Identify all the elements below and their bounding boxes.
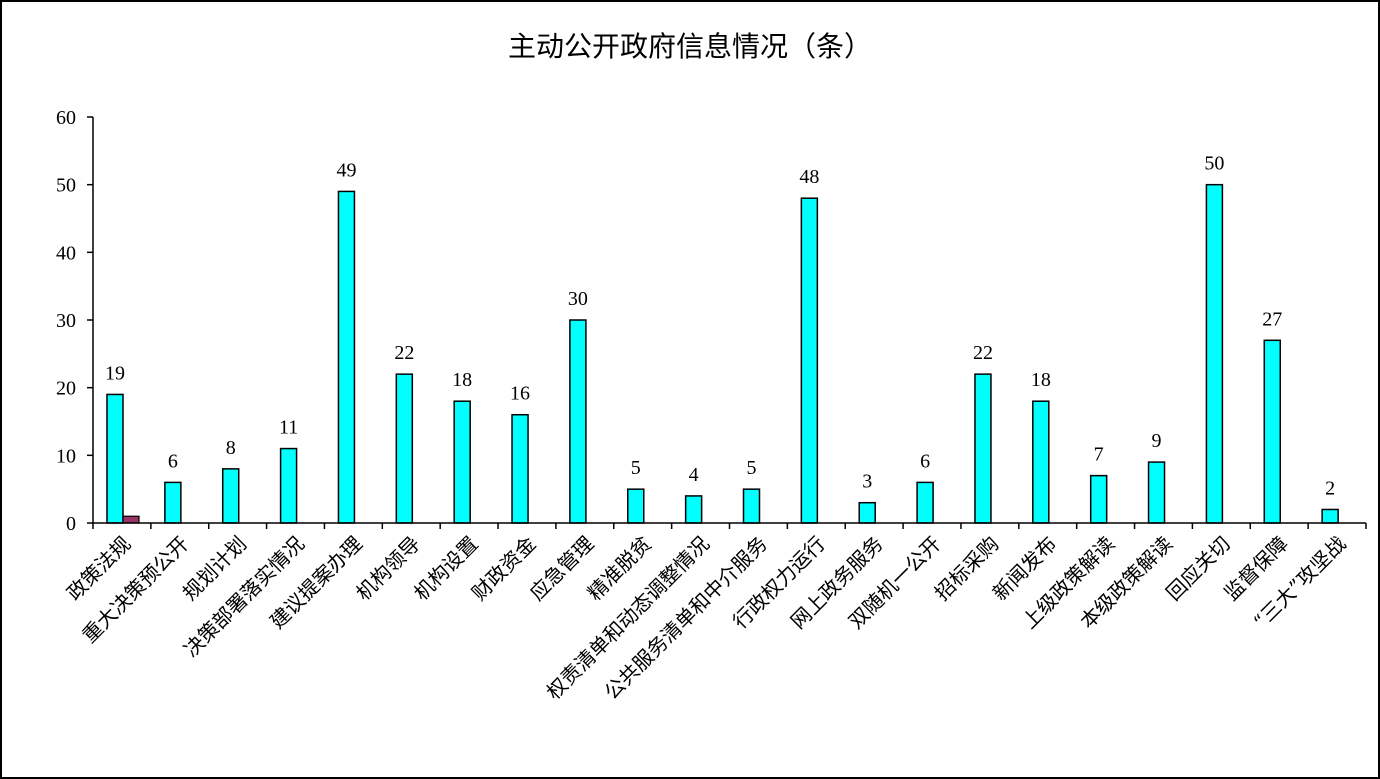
data-label: 2 [1325, 477, 1335, 499]
bars [106, 183, 1339, 524]
data-label: 5 [747, 457, 757, 479]
bar [279, 447, 298, 524]
bar [1321, 508, 1339, 524]
data-label: 11 [279, 417, 298, 439]
data-label: 18 [452, 369, 472, 391]
bar [337, 190, 356, 524]
axes [92, 117, 1367, 529]
data-label: 3 [862, 471, 872, 493]
y-tick-label: 60 [56, 107, 76, 129]
y-tick-label: 50 [56, 175, 76, 197]
data-label: 30 [568, 288, 588, 310]
y-tick-label: 30 [56, 310, 76, 332]
bar [742, 488, 761, 524]
bar [1263, 339, 1282, 524]
y-tick-label: 0 [66, 513, 76, 535]
data-label: 49 [336, 159, 356, 181]
data-label: 6 [168, 450, 178, 472]
bar [511, 413, 529, 524]
bar [974, 373, 992, 524]
x-category-label: 重大决策预公开 [77, 532, 193, 648]
y-tick-label: 40 [56, 242, 76, 264]
x-axis-categories: 政策法规重大决策预公开规划计划决策部署落实情况建议提案办理机构领导机构设置财政资… [62, 532, 1351, 705]
bar [164, 481, 182, 524]
chart-title: 主动公开政府信息情况（条） [508, 30, 872, 63]
bar [800, 197, 819, 524]
bar [1089, 474, 1108, 524]
bar [627, 488, 645, 524]
bar [106, 393, 124, 524]
bar [221, 468, 240, 524]
bar [569, 319, 587, 524]
data-label: 50 [1204, 153, 1224, 175]
data-label: 22 [973, 342, 993, 364]
bar [1032, 400, 1050, 524]
data-label: 6 [920, 450, 930, 472]
bar-secondary [122, 515, 140, 524]
bar [1147, 461, 1166, 524]
y-axis-ticks: 0 10 20 30 40 50 60 [56, 107, 93, 535]
bar [453, 400, 471, 524]
data-label: 9 [1152, 430, 1162, 452]
data-labels: 19 6 8 11 49 22 18 16 30 5 4 5 48 3 6 22 18 7 9 50 27 2 [105, 153, 1335, 500]
y-tick-label: 10 [56, 445, 76, 467]
data-label: 22 [394, 342, 414, 364]
data-label: 8 [226, 437, 236, 459]
bar [684, 495, 703, 524]
data-label: 18 [1031, 369, 1051, 391]
data-label: 48 [799, 166, 819, 188]
bar [858, 501, 876, 524]
bar [395, 373, 414, 524]
data-label: 16 [510, 383, 530, 405]
data-label: 7 [1094, 444, 1104, 466]
bar [916, 481, 934, 524]
data-label: 5 [631, 457, 641, 479]
data-label: 27 [1262, 308, 1282, 330]
bar [1205, 183, 1224, 524]
data-label: 4 [689, 464, 699, 486]
y-tick-label: 20 [56, 378, 76, 400]
data-label: 19 [105, 362, 125, 384]
